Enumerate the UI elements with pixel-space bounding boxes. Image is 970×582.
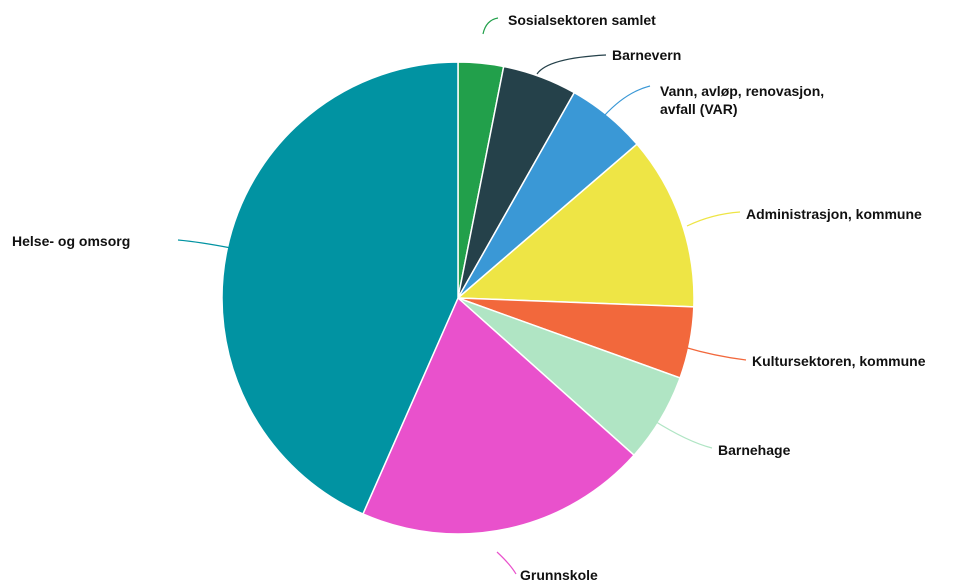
- label-vann-avlop-line1: Vann, avløp, renovasjon,: [660, 83, 824, 99]
- label-kultursektoren: Kultursektoren, kommune: [752, 353, 926, 369]
- label-helse-og-omsorg: Helse- og omsorg: [12, 233, 130, 249]
- pie-slice-administrasjon-kommune: [456, 143, 695, 308]
- slice-labels: Sosialsektoren samlet Barnevern Vann, av…: [12, 12, 926, 582]
- label-vann-avlop: Vann, avløp, renovasjon, avfall (VAR): [660, 83, 828, 117]
- label-sosialsektoren-samlet: Sosialsektoren samlet: [508, 12, 656, 28]
- pie-slices: [221, 61, 695, 535]
- connector-grunnskole: [496, 551, 517, 575]
- label-barnehage: Barnehage: [718, 442, 791, 458]
- pie-slice-helse-og-omsorg: [221, 61, 459, 515]
- pie-slice-grunnskole: [361, 296, 636, 535]
- connector-barnehage: [652, 419, 713, 449]
- connector-administrasjon-kommune: [686, 211, 741, 227]
- label-administrasjon: Administrasjon, kommune: [746, 206, 922, 222]
- label-vann-avlop-line2: avfall (VAR): [660, 101, 738, 117]
- label-barnevern: Barnevern: [612, 47, 681, 63]
- connector-helse-og-omsorg: [177, 239, 232, 249]
- connector-sosialsektoren-samlet: [482, 17, 499, 35]
- connector-vann-avl-p-renovasjon-avfall-var: [603, 85, 651, 117]
- connector-kultursektoren-kommune: [683, 346, 747, 361]
- connector-barnevern: [536, 54, 607, 75]
- label-grunnskole: Grunnskole: [520, 567, 598, 582]
- label-connectors: [177, 17, 747, 575]
